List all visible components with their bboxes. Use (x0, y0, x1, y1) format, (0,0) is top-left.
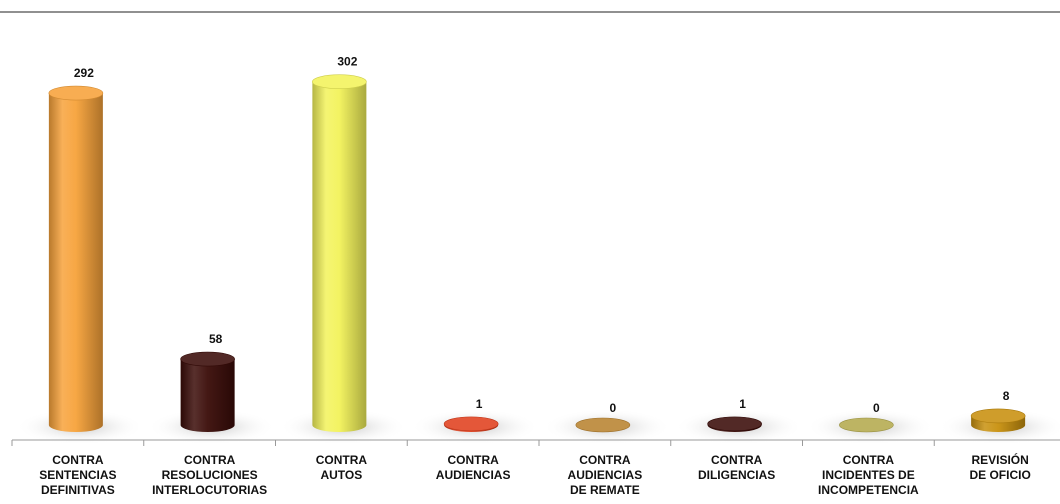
category-label: REVISIÓN DE OFICIO (969, 453, 1031, 482)
data-label: 302 (337, 55, 357, 69)
data-label: 292 (74, 66, 94, 80)
bar-top (312, 74, 367, 90)
bar (443, 416, 499, 432)
category-label: CONTRA AUTOS (315, 453, 368, 482)
data-label: 0 (873, 401, 880, 415)
bar-top (839, 417, 894, 433)
bar (707, 416, 762, 432)
category-label: CONTRA RESOLUCIONES INTERLOCUTORIAS (152, 453, 268, 497)
data-label: 1 (476, 397, 483, 411)
category-label: CONTRA AUDIENCIAS DE REMATE (567, 453, 643, 497)
bar-body (180, 359, 235, 432)
bar-top (180, 351, 235, 367)
bar (970, 408, 1026, 432)
bars-layer (48, 74, 1026, 433)
data-label: 8 (1003, 389, 1010, 403)
bar (312, 74, 367, 432)
bar-top (443, 416, 499, 432)
data-label: 58 (209, 332, 223, 346)
data-label: 1 (739, 397, 746, 411)
bar (180, 351, 235, 432)
bar-body (48, 93, 103, 432)
bar-top (48, 85, 104, 101)
category-label: CONTRA INCIDENTES DE INCOMPETENCIA (818, 453, 919, 497)
bar-top (707, 416, 762, 432)
bar (48, 85, 104, 432)
category-label: CONTRA SENTENCIAS DEFINITIVAS (39, 453, 117, 497)
data-label: 0 (610, 401, 617, 415)
x-axis-ticks (11, 440, 935, 446)
bar (839, 417, 894, 433)
bar-body (312, 81, 367, 432)
category-label: CONTRA AUDIENCIAS (435, 453, 511, 482)
bar (575, 417, 631, 433)
category-label: CONTRA DILIGENCIAS (697, 453, 776, 482)
data-labels-layer: 292 58 302 1 0 1 0 8 (74, 55, 1010, 415)
bar-top (970, 408, 1026, 424)
bar-top (575, 417, 631, 433)
